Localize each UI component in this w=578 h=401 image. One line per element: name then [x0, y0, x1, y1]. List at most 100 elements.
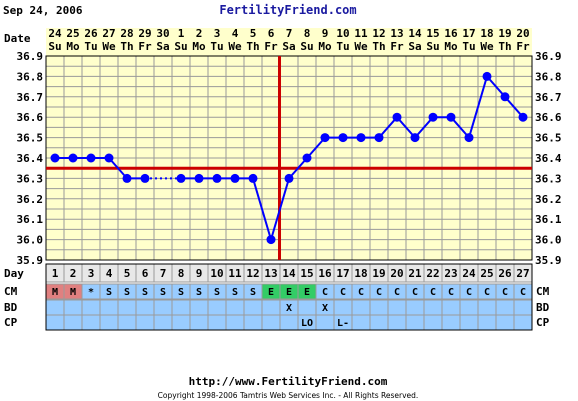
- y-tick-label: 36.3: [17, 172, 44, 185]
- temperature-point: [284, 173, 294, 183]
- cycle-day-label: 14: [282, 267, 296, 280]
- bd-cell: [369, 299, 389, 316]
- cm-label: S: [160, 287, 166, 298]
- temperature-point: [248, 173, 258, 183]
- cp-cell: [441, 314, 461, 331]
- date-label: 13: [390, 27, 403, 40]
- series-segment: [504, 96, 524, 118]
- cm-row-label: CM: [4, 285, 18, 298]
- cp-cell: [135, 314, 155, 331]
- date-label: 15: [426, 27, 439, 40]
- weekday-label: Fr: [264, 40, 278, 53]
- date-label: 12: [372, 27, 385, 40]
- cp-cell: [423, 314, 443, 331]
- date-label: 29: [138, 27, 151, 40]
- y-tick-label-right: 35.9: [535, 254, 562, 267]
- temperature-point: [410, 133, 420, 143]
- date-label: 9: [322, 27, 329, 40]
- bd-row-label-right: BD: [536, 301, 550, 314]
- cm-label: S: [178, 287, 184, 298]
- y-tick-label-right: 36.9: [535, 50, 562, 63]
- plot-frame: [45, 55, 533, 261]
- temperature-point: [482, 71, 492, 81]
- cp-cell: [99, 314, 119, 331]
- weekday-label: Th: [372, 40, 385, 53]
- cp-cell: [477, 314, 497, 331]
- weekday-label: Su: [426, 40, 439, 53]
- date-label: 26: [84, 27, 98, 40]
- cycle-day-label: 1: [52, 267, 59, 280]
- cycle-day-label: 15: [300, 267, 313, 280]
- cp-cell: [495, 314, 515, 331]
- rows-frame: [45, 263, 533, 331]
- date-label: 2: [196, 27, 203, 40]
- temperature-point: [140, 173, 150, 183]
- weekday-label: Su: [174, 40, 187, 53]
- cp-cell: [405, 314, 425, 331]
- series-segment: [486, 75, 506, 98]
- footer-url: http://www.FertilityFriend.com: [189, 375, 388, 388]
- cm-label: S: [196, 287, 202, 298]
- cm-row-label-right: CM: [536, 285, 550, 298]
- date-label: 25: [66, 27, 79, 40]
- date-label: 30: [156, 27, 169, 40]
- bd-cell: [405, 299, 425, 316]
- bd-cell: [189, 299, 209, 316]
- bd-cell: [207, 299, 227, 316]
- y-tick-label-right: 36.7: [535, 91, 562, 104]
- weekday-label: Mo: [444, 40, 458, 53]
- bd-cell: [261, 299, 281, 316]
- cm-label: C: [502, 287, 508, 298]
- cycle-day-label: 16: [318, 267, 332, 280]
- bd-cell: [441, 299, 461, 316]
- bd-mark: X: [286, 303, 292, 314]
- temperature-point: [194, 173, 204, 183]
- cp-cell: [207, 314, 227, 331]
- weekday-label: Su: [300, 40, 313, 53]
- y-tick-label: 36.6: [17, 111, 44, 124]
- cm-label: C: [520, 287, 526, 298]
- cm-label: C: [322, 287, 328, 298]
- date-label: 3: [214, 27, 221, 40]
- bd-mark: X: [322, 303, 328, 314]
- series-segment: [252, 178, 272, 240]
- weekday-label: Th: [246, 40, 259, 53]
- cp-label: L-: [337, 318, 349, 329]
- series-segment: [270, 178, 290, 240]
- cm-label: C: [430, 287, 436, 298]
- date-label: 8: [304, 27, 311, 40]
- cycle-day-label: 12: [246, 267, 259, 280]
- cycle-day-label: 18: [354, 267, 367, 280]
- cycle-day-label: 20: [390, 267, 403, 280]
- weekday-label: Tu: [462, 40, 475, 53]
- cm-label: *: [88, 287, 94, 298]
- footer-copyright: Copyright 1998-2006 Tamtris Web Services…: [158, 391, 419, 400]
- cycle-day-label: 27: [516, 267, 529, 280]
- cycle-day-label: 13: [264, 267, 277, 280]
- series-segment: [378, 116, 398, 139]
- cycle-day-label: 24: [462, 267, 476, 280]
- cm-label: S: [232, 287, 238, 298]
- weekday-label: Mo: [192, 40, 206, 53]
- weekday-label: Mo: [66, 40, 80, 53]
- y-tick-label: 36.7: [17, 91, 44, 104]
- cp-cell: [459, 314, 479, 331]
- cycle-day-label: 25: [480, 267, 493, 280]
- cycle-day-label: 2: [70, 267, 77, 280]
- cm-label: C: [376, 287, 382, 298]
- weekday-label: Fr: [516, 40, 530, 53]
- y-tick-label: 36.0: [17, 234, 44, 247]
- y-tick-label-right: 36.5: [535, 132, 562, 145]
- y-tick-label: 36.4: [17, 152, 44, 165]
- cp-cell: [45, 314, 65, 331]
- series-segment: [414, 116, 434, 139]
- cp-cell: [315, 314, 335, 331]
- bd-cell: [351, 299, 371, 316]
- plot-background: [46, 28, 532, 260]
- date-row-label: Date: [4, 32, 31, 45]
- temperature-point: [320, 133, 330, 143]
- y-tick-label: 36.1: [17, 213, 44, 226]
- date-label: 27: [102, 27, 115, 40]
- series-segment: [468, 76, 488, 138]
